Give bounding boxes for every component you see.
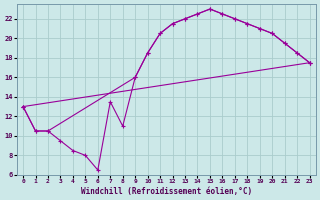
X-axis label: Windchill (Refroidissement éolien,°C): Windchill (Refroidissement éolien,°C) bbox=[81, 187, 252, 196]
